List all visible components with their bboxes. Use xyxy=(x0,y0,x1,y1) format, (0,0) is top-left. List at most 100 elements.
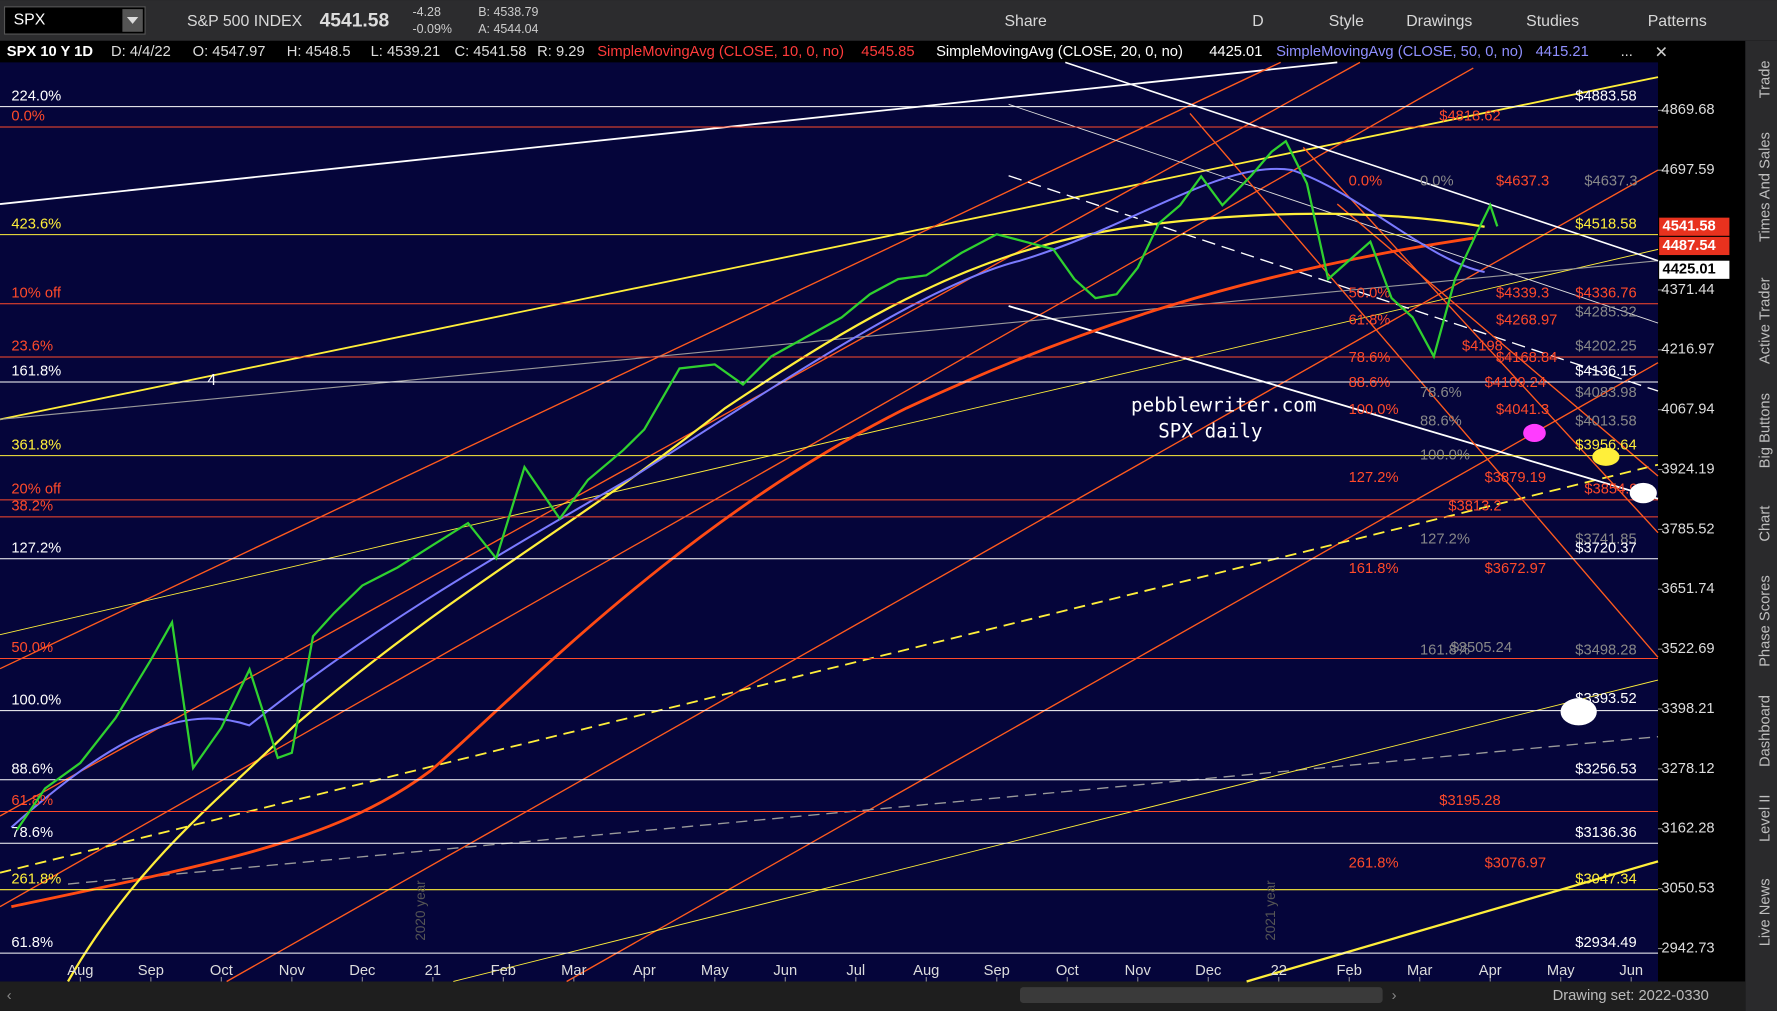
toolbar-buttons: Share D Style Drawings Studies Patterns xyxy=(1004,13,1706,30)
level-label: 50.0% xyxy=(11,640,53,656)
scrollbar[interactable] xyxy=(1019,987,1383,1004)
level-label: 161.8% xyxy=(11,364,61,380)
x-tick-label: Oct xyxy=(1056,963,1079,979)
sidebar-tab[interactable]: Phase Scores xyxy=(1758,575,1774,667)
level-pct: 261.8% xyxy=(1349,856,1399,872)
price-badge-label: 4487.54 xyxy=(1663,238,1717,254)
x-tick-label: Feb xyxy=(491,963,516,979)
toolbar-button[interactable]: Patterns xyxy=(1648,13,1707,30)
level-label: 23.6% xyxy=(11,339,53,355)
toolbar-button[interactable]: Studies xyxy=(1526,13,1579,30)
sidebar-tab[interactable]: Chart xyxy=(1758,506,1774,542)
toolbar-button[interactable]: Share xyxy=(1004,13,1046,30)
level-pct: 78.6% xyxy=(1420,385,1462,401)
level-pct: 0.0% xyxy=(1420,173,1454,189)
toolbar-button[interactable]: D xyxy=(1252,13,1263,30)
level-price: $4818.62 xyxy=(1439,109,1500,125)
x-tick-label: Nov xyxy=(279,963,306,979)
y-tick-label: 3522.69 xyxy=(1661,641,1714,657)
level-price: $4109.24 xyxy=(1485,375,1546,391)
y-tick-label: 4371.44 xyxy=(1661,282,1714,298)
toolbar-button[interactable]: Drawings xyxy=(1406,13,1472,30)
sidebar-tab[interactable]: Trade xyxy=(1758,60,1774,98)
x-tick-label: 21 xyxy=(425,963,441,979)
level-price: $4883.58 xyxy=(1575,88,1636,104)
info-item: D: 4/4/22 xyxy=(111,44,171,60)
more[interactable]: ... xyxy=(1621,44,1633,60)
level-price: $4637.3 xyxy=(1496,173,1549,189)
close-x[interactable]: ✕ xyxy=(1655,45,1668,62)
watermark: pebblewriter.com xyxy=(1131,393,1316,416)
scroll-left[interactable]: ‹ xyxy=(7,988,12,1004)
level-label: 261.8% xyxy=(11,871,61,887)
sidebar-tab[interactable]: Live News xyxy=(1758,878,1774,946)
price-badge xyxy=(1659,260,1730,279)
toolbar xyxy=(0,0,1777,41)
dropdown-arrow xyxy=(126,17,139,24)
x-tick-label: Apr xyxy=(1479,963,1502,979)
level-label: 61.8% xyxy=(11,935,53,951)
info-item: SPX 10 Y 1D xyxy=(7,44,94,60)
x-tick-label: Dec xyxy=(1195,963,1221,979)
level-pct: 127.2% xyxy=(1349,470,1399,486)
level-label: 20% off xyxy=(11,482,62,498)
ask: A: 4544.04 xyxy=(478,22,538,36)
level-label: 0.0% xyxy=(11,109,45,125)
info-bar xyxy=(0,40,1777,63)
study-value: 4425.01 xyxy=(1209,44,1262,60)
level-price: $2934.49 xyxy=(1575,935,1636,951)
sidebar-tab[interactable]: Big Buttons xyxy=(1758,393,1774,468)
study-label: SimpleMovingAvg (CLOSE, 10, 0, no) xyxy=(597,44,844,60)
x-tick-label: May xyxy=(701,963,729,979)
level-price: $4637.3 xyxy=(1584,173,1637,189)
level-label: 38.2% xyxy=(11,499,53,515)
level-price: $3505.24 xyxy=(1451,640,1512,656)
axes: 4869.68 4697.59 4371.44 4216.97 4067.94 3924.… xyxy=(67,102,1730,982)
y-tick-label: 4067.94 xyxy=(1661,402,1714,418)
level-pct: 78.6% xyxy=(1349,350,1391,366)
x-tick-label: May xyxy=(1547,963,1575,979)
symbol: SPX xyxy=(14,12,46,29)
symbol-box[interactable] xyxy=(3,6,146,35)
info-item: C: 4541.58 xyxy=(454,44,526,60)
sidebar-tab[interactable]: Dashboard xyxy=(1758,695,1774,767)
y-tick-label: 4216.97 xyxy=(1661,342,1714,358)
y-tick-label: 3050.53 xyxy=(1661,881,1714,897)
level-pct: 100.0% xyxy=(1420,448,1470,464)
level-price: $4136.15 xyxy=(1575,364,1636,380)
level-price: $4339.3 xyxy=(1496,285,1549,301)
scroll-right[interactable]: › xyxy=(1392,988,1397,1004)
x-tick-label: Apr xyxy=(633,963,656,979)
study-value: 4545.85 xyxy=(861,44,914,60)
info-item: H: 4548.5 xyxy=(287,44,351,60)
level-price: $3076.97 xyxy=(1485,856,1546,872)
info-item: L: 4539.21 xyxy=(371,44,441,60)
x-tick-label: Jun xyxy=(773,963,797,979)
level-label: 78.6% xyxy=(11,825,53,841)
price-axis xyxy=(1658,62,1746,982)
level-price: $4168.84 xyxy=(1496,350,1557,366)
instrument-name: S&P 500 INDEX xyxy=(187,13,303,30)
level-price: $4285.32 xyxy=(1575,305,1636,321)
y-tick-label: 4697.59 xyxy=(1661,162,1714,178)
drawings xyxy=(0,61,1659,983)
price-badge xyxy=(1659,236,1730,256)
wave-label: 4 xyxy=(207,372,216,389)
toolbar-button[interactable]: Style xyxy=(1329,13,1364,30)
level-price: $3498.28 xyxy=(1575,642,1636,658)
x-tick-label: Nov xyxy=(1125,963,1152,979)
level-label: 423.6% xyxy=(11,216,61,232)
y-tick-label: 3162.28 xyxy=(1661,821,1714,837)
x-tick-label: Dec xyxy=(349,963,375,979)
sidebar-tab[interactable]: Times And Sales xyxy=(1758,132,1774,242)
info-item: O: 4547.97 xyxy=(193,44,266,60)
level-price: $4013.58 xyxy=(1575,414,1636,430)
level-pct: 88.6% xyxy=(1420,414,1462,430)
level-price: $4041.3 xyxy=(1496,402,1549,418)
sidebar-tab[interactable]: Level II xyxy=(1758,795,1774,842)
change: -4.28 xyxy=(413,5,441,19)
x-tick-label: 22 xyxy=(1271,963,1287,979)
level-pct: 88.6% xyxy=(1349,375,1391,391)
x-tick-label: Aug xyxy=(913,963,939,979)
sidebar-tab[interactable]: Active Trader xyxy=(1758,277,1774,364)
